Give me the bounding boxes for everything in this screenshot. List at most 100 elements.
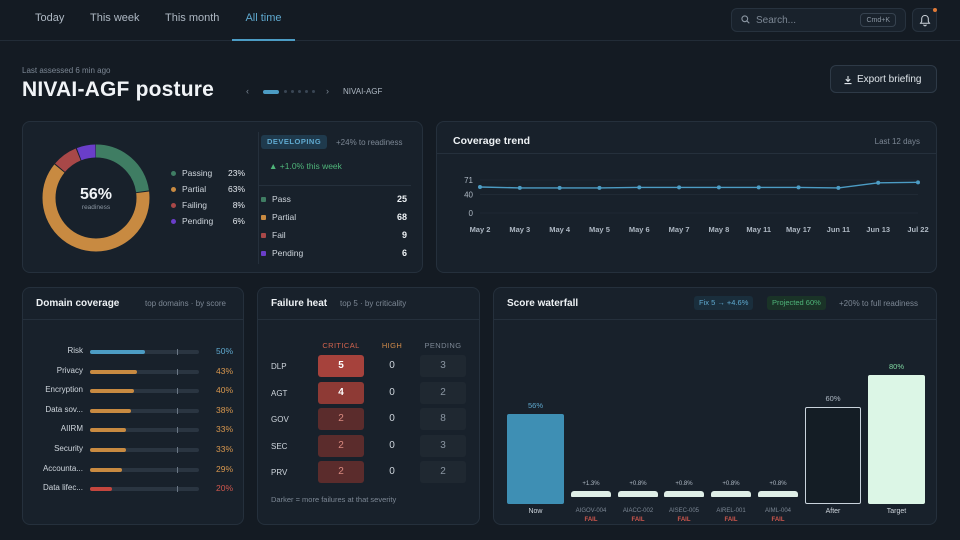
waterfall-bar-after[interactable] bbox=[805, 407, 861, 504]
domain-label: Encryption bbox=[45, 385, 83, 395]
trend-point[interactable] bbox=[677, 185, 682, 190]
target-marker bbox=[177, 466, 179, 473]
domain-bar-fill bbox=[90, 467, 122, 472]
tab-this-month[interactable]: This month bbox=[165, 12, 220, 24]
waterfall-bar-aiacc-002[interactable] bbox=[618, 491, 658, 497]
x-tick-label: May 17 bbox=[786, 225, 811, 234]
heat-cell-critical[interactable]: 2 bbox=[318, 461, 364, 483]
domain-bar-fill bbox=[90, 350, 145, 354]
waterfall-value: 80% bbox=[888, 362, 904, 371]
search-icon bbox=[741, 15, 750, 24]
trend-point[interactable] bbox=[597, 185, 602, 190]
col-critical: CRITICAL bbox=[322, 341, 360, 350]
pager-dot[interactable] bbox=[284, 90, 287, 93]
coverage-trend-card: Coverage trend Last 12 days 71 40 0 May 2 Ma… bbox=[436, 121, 937, 273]
heat-cell-high[interactable]: 0 bbox=[389, 386, 395, 398]
heat-cell-high[interactable]: 0 bbox=[389, 466, 395, 477]
pager-dot[interactable] bbox=[312, 90, 315, 93]
domain-bar-track bbox=[90, 427, 199, 434]
domain-value: 20% bbox=[215, 483, 233, 494]
x-tick-label: May 8 bbox=[708, 225, 729, 234]
domain-label: AIIRM bbox=[60, 424, 83, 434]
count-swatch bbox=[261, 233, 266, 238]
card-title: Domain coverage bbox=[36, 298, 120, 309]
waterfall-bar-now[interactable] bbox=[507, 413, 564, 504]
pager-active-dot[interactable] bbox=[263, 90, 279, 94]
heat-cell-pending[interactable]: 3 bbox=[420, 434, 466, 457]
waterfall-value: +0.8% bbox=[722, 481, 740, 487]
trend-point[interactable] bbox=[557, 185, 562, 190]
trend-point[interactable] bbox=[756, 185, 761, 190]
notifications-button[interactable] bbox=[912, 8, 937, 32]
pager-prev-button[interactable]: ‹ bbox=[246, 86, 249, 96]
shortcut-hint: Cmd+K bbox=[860, 13, 896, 27]
search-input[interactable]: Search... Cmd+K bbox=[731, 8, 906, 32]
donut-segment-partial bbox=[42, 144, 150, 252]
heat-cell-critical[interactable]: 4 bbox=[318, 381, 364, 404]
notification-dot bbox=[933, 8, 937, 12]
trend-point[interactable] bbox=[796, 185, 801, 190]
heat-cell-high[interactable]: 0 bbox=[389, 439, 395, 451]
trend-line bbox=[479, 181, 919, 189]
heat-cell-critical[interactable]: 5 bbox=[318, 355, 364, 377]
waterfall-value: +0.8% bbox=[769, 481, 787, 487]
heat-cell-critical[interactable]: 2 bbox=[318, 408, 364, 430]
heat-cell-high[interactable]: 0 bbox=[389, 360, 395, 371]
heat-cell-pending[interactable]: 8 bbox=[420, 408, 466, 430]
waterfall-bar-aigov-004[interactable] bbox=[571, 491, 611, 497]
trend-point[interactable] bbox=[916, 180, 920, 185]
target-marker bbox=[177, 407, 179, 414]
waterfall-label: AISEC-005 bbox=[668, 508, 699, 514]
count-swatch bbox=[261, 215, 266, 220]
waterfall-bar-target[interactable] bbox=[868, 375, 925, 504]
donut-segment-passing bbox=[42, 144, 150, 252]
tab-all-time[interactable]: All time bbox=[232, 12, 295, 41]
pager-dot[interactable] bbox=[298, 90, 301, 93]
legend-swatch bbox=[171, 219, 176, 224]
trend-point[interactable] bbox=[716, 185, 721, 190]
count-swatch bbox=[261, 251, 266, 256]
card-title: Failure heat bbox=[271, 298, 328, 309]
score-waterfall-card: Score waterfall Fix 5 → +4.6% Projected … bbox=[493, 287, 937, 525]
heat-cell-high[interactable]: 0 bbox=[389, 413, 395, 424]
trend-point[interactable] bbox=[876, 180, 881, 185]
heat-cell-pending[interactable]: 2 bbox=[420, 461, 466, 483]
tab-this-week[interactable]: This week bbox=[90, 12, 140, 24]
x-tick-label: May 11 bbox=[746, 225, 771, 234]
domain-value: 33% bbox=[215, 444, 233, 454]
domain-bar-fill bbox=[90, 428, 126, 433]
heat-cell-critical[interactable]: 2 bbox=[318, 434, 364, 457]
legend-value: 23% bbox=[227, 168, 245, 178]
weekly-change: ▲ +1.0% this week bbox=[269, 161, 342, 171]
domain-coverage-card: Domain coverage top domains · by score R… bbox=[22, 287, 244, 525]
legend-label: Pending bbox=[182, 216, 214, 226]
trend-point[interactable] bbox=[836, 185, 841, 190]
heat-cell-pending[interactable]: 2 bbox=[420, 381, 466, 404]
heat-cell-pending[interactable]: 3 bbox=[420, 355, 466, 377]
x-tick-label: May 5 bbox=[589, 225, 610, 234]
trend-point[interactable] bbox=[478, 184, 482, 189]
trend-point[interactable] bbox=[637, 185, 642, 190]
domain-value: 29% bbox=[215, 463, 233, 474]
card-header: Failure heat top 5 · by criticality bbox=[258, 288, 479, 320]
export-briefing-button[interactable]: Export briefing bbox=[830, 65, 937, 93]
pager-next-button[interactable]: › bbox=[326, 86, 329, 96]
domain-bar-fill bbox=[90, 448, 126, 452]
trend-point[interactable] bbox=[517, 185, 522, 190]
waterfall-bar-aisec-005[interactable] bbox=[664, 491, 704, 497]
waterfall-bar-airel-001[interactable] bbox=[711, 491, 751, 497]
domain-label: Data lifec... bbox=[42, 483, 83, 493]
card-header: Score waterfall Fix 5 → +4.6% Projected … bbox=[494, 288, 936, 320]
posture-card: 56% readiness Passing 23% Partial 63% Fa… bbox=[22, 121, 423, 273]
x-tick-label: May 7 bbox=[669, 225, 690, 234]
pager-dot[interactable] bbox=[305, 90, 308, 93]
page-title: NIVAI-AGF posture bbox=[22, 78, 215, 101]
card-subtitle: top domains · by score bbox=[145, 299, 226, 308]
failure-heat-card: Failure heat top 5 · by criticality CRIT… bbox=[257, 287, 480, 525]
count-value: 9 bbox=[401, 230, 407, 240]
tab-today[interactable]: Today bbox=[35, 12, 65, 24]
pager-dot[interactable] bbox=[291, 90, 294, 93]
waterfall-bar-aiml-004[interactable] bbox=[758, 491, 798, 497]
card-header: Domain coverage top domains · by score bbox=[23, 288, 243, 320]
